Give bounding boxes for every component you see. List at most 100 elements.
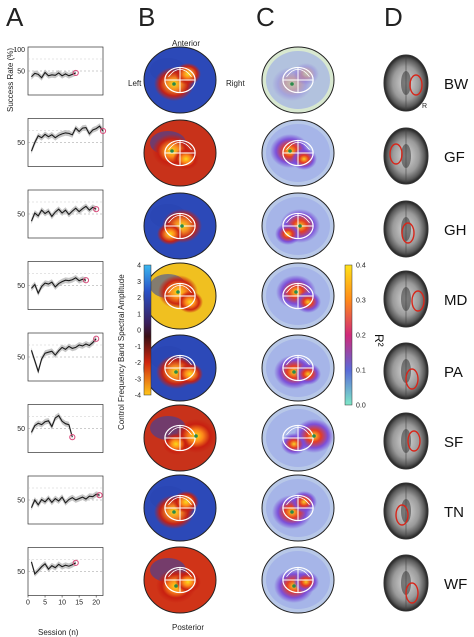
mri-slice-pa: [383, 342, 429, 400]
success-plot-sf: 50: [17, 404, 104, 453]
r2-map-wf: [261, 546, 335, 614]
electrode-grid-line: [286, 141, 310, 150]
spectral-map-tn: [143, 474, 217, 542]
electrode-grid-line: [168, 214, 192, 223]
lesion-outline: [407, 430, 421, 452]
subject-label: TN: [444, 504, 464, 521]
control-electrode: [298, 224, 302, 228]
colorbar-c-label: R²: [372, 334, 386, 347]
control-electrode: [290, 82, 294, 86]
electrode-grid-line: [168, 356, 192, 365]
subject-label: GH: [444, 222, 467, 239]
x-tick-label: 20: [92, 600, 100, 607]
colorbar-b-tick-label: 4: [137, 263, 141, 270]
spectral-map-md: [143, 262, 217, 330]
lesion-outline: [401, 222, 415, 244]
control-electrode: [288, 149, 292, 153]
r2-map-tn: [261, 474, 335, 542]
x-tick-label: 10: [58, 600, 66, 607]
success-plot-pa: 50: [17, 332, 104, 382]
y-tick-label: 50: [17, 426, 25, 433]
subject-label: WF: [444, 576, 467, 593]
electrode-grid-line: [168, 426, 192, 435]
final-session-marker: [96, 492, 103, 499]
subject-label: GF: [444, 149, 465, 166]
y-tick-label: 50: [17, 212, 25, 219]
control-electrode: [174, 370, 178, 374]
posterior-label: Posterior: [172, 623, 204, 632]
control-electrode: [292, 584, 296, 588]
electrode-grid-line: [286, 68, 310, 77]
colorbar-c-ticks: 0.4 0.3 0.2 0.1 0.0: [356, 263, 366, 410]
mri-panel: BW GF GH MD PA SF TN WF: [383, 54, 469, 612]
colorbar-c-tick-label: 0.0: [356, 403, 366, 410]
lesion-outline: [405, 368, 419, 390]
subject-label: SF: [444, 434, 463, 451]
colorbar-b-tick-label: 3: [137, 279, 141, 286]
success-plot-gh: 50: [17, 189, 104, 239]
r-squared-maps: [261, 46, 335, 614]
lesion-outline: [405, 582, 419, 604]
colorbar-c-tick-label: 0.1: [356, 368, 366, 375]
r2-map-gh: [261, 192, 335, 260]
spectral-map-gh: [143, 192, 217, 260]
electrode-grid-line: [286, 426, 310, 435]
left-label: Left: [128, 79, 142, 88]
final-session-marker: [69, 434, 76, 441]
y-tick-label: 50: [17, 569, 25, 576]
series-line: [30, 277, 87, 295]
activation-hotspot: [275, 223, 301, 245]
activation-hotspot: [293, 571, 319, 593]
x-tick-label: 0: [26, 600, 30, 607]
control-electrode: [194, 434, 198, 438]
colorbar-b-tick-label: 1: [137, 311, 141, 318]
activation-hotspot: [295, 363, 321, 385]
lesion-outline: [409, 74, 423, 96]
control-electrode: [170, 149, 174, 153]
colorbar-b-tick-label: -3: [135, 376, 141, 383]
colorbar-c-tick-label: 0.2: [356, 333, 366, 340]
colorbar-b-tick-label: -1: [135, 344, 141, 351]
final-session-marker: [93, 335, 100, 342]
right-hemisphere-label: R: [422, 103, 427, 110]
electrode-grid-line: [286, 568, 310, 577]
final-session-marker: [82, 277, 90, 284]
x-tick-label: 5: [43, 600, 47, 607]
subject-label: BW: [444, 76, 469, 93]
success-plot-wf: 50 0 5 10 15 20: [17, 547, 104, 607]
y-tick-label: 50: [17, 498, 25, 505]
electrode-grid-line: [168, 496, 192, 505]
colorbar-b-label: Control Frequency Band Spectral Amplitud…: [117, 274, 126, 430]
colorbar-c-tick-label: 0.3: [356, 298, 366, 305]
confidence-band: [31, 203, 97, 225]
series-line: [30, 493, 100, 508]
electrode-grid-line: [286, 496, 310, 505]
panel-letter-a: A: [6, 2, 24, 32]
r2-map-bw: [261, 46, 335, 114]
confidence-band: [31, 123, 104, 155]
series-line: [30, 205, 97, 222]
mri-slice-gh: [383, 200, 429, 258]
y-tick-label: 50: [17, 355, 25, 362]
activation-hotspot: [157, 223, 183, 245]
right-label: Right: [226, 79, 245, 88]
lesion-outline: [395, 504, 409, 526]
mri-slice-wf: [383, 554, 429, 612]
y-tick-label: 50: [17, 140, 25, 147]
electrode-grid-line: [286, 214, 310, 223]
electrode-grid-line: [168, 284, 192, 293]
colorbar-c-tick-label: 0.4: [356, 263, 366, 270]
control-electrode: [174, 584, 178, 588]
x-tick-label: 15: [75, 600, 83, 607]
spectral-amplitude-maps: [143, 46, 217, 614]
control-electrode: [294, 290, 298, 294]
r2-map-md: [261, 262, 335, 330]
activation-hotspot: [293, 63, 319, 85]
success-plot-md: 50: [17, 261, 104, 310]
r2-map-gf: [261, 119, 335, 187]
series-line: [30, 125, 104, 152]
colorbar-b-tick-label: 0: [137, 328, 141, 335]
lesion-outline: [389, 143, 403, 165]
control-electrode: [312, 434, 316, 438]
x-axis-title: Session (n): [38, 628, 79, 637]
